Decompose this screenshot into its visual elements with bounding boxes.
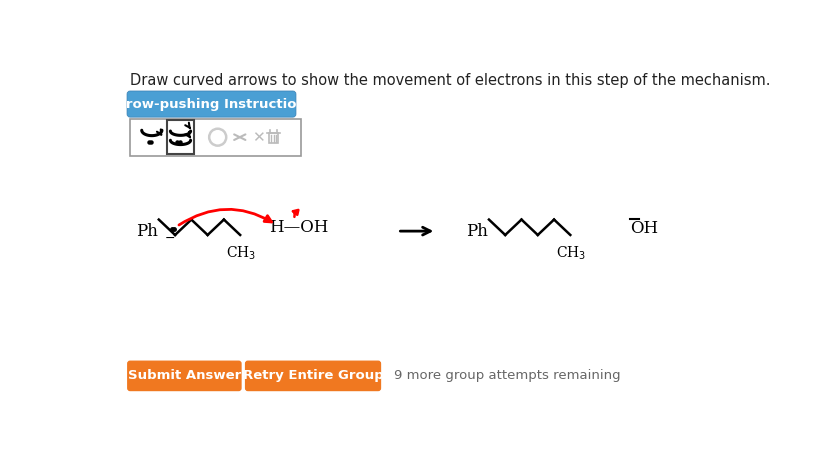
Text: CH$_3$: CH$_3$ — [226, 245, 256, 263]
Text: Arrow-pushing Instructions: Arrow-pushing Instructions — [109, 98, 314, 111]
FancyBboxPatch shape — [127, 91, 296, 117]
Text: Ph: Ph — [466, 223, 488, 240]
Text: ✕: ✕ — [251, 130, 265, 144]
Text: Draw curved arrows to show the movement of electrons in this step of the mechani: Draw curved arrows to show the movement … — [130, 73, 770, 88]
Text: Submit Answer: Submit Answer — [128, 369, 241, 382]
FancyBboxPatch shape — [130, 119, 301, 156]
Text: −: − — [165, 232, 175, 244]
FancyBboxPatch shape — [128, 361, 241, 390]
Text: Retry Entire Group: Retry Entire Group — [242, 369, 383, 382]
Text: Ph: Ph — [136, 223, 157, 240]
Text: CH$_3$: CH$_3$ — [556, 245, 586, 263]
Text: 9 more group attempts remaining: 9 more group attempts remaining — [394, 369, 620, 382]
Text: H—OH: H—OH — [269, 219, 328, 236]
Text: OH: OH — [630, 220, 658, 238]
FancyBboxPatch shape — [167, 120, 194, 154]
FancyBboxPatch shape — [246, 361, 381, 390]
